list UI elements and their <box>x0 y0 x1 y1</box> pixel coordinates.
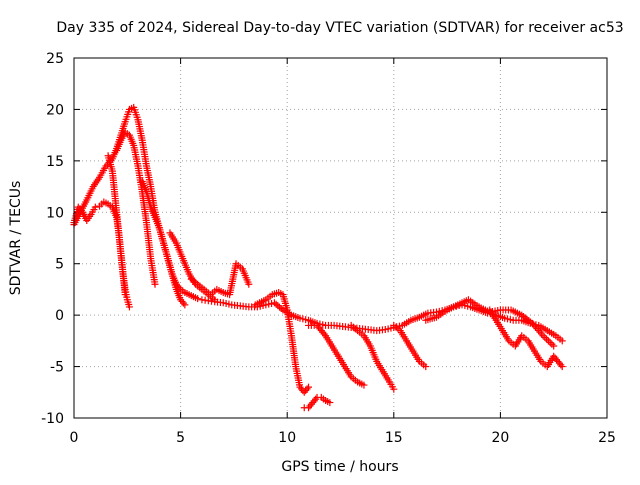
data-point <box>422 363 430 371</box>
data-point <box>77 207 85 215</box>
data-point <box>558 363 566 371</box>
data-point <box>390 385 398 393</box>
y-tick-label: -10 <box>41 411 64 427</box>
data-point <box>541 333 549 341</box>
data-point <box>312 395 320 403</box>
data-point <box>211 296 219 304</box>
x-tick-label: 10 <box>278 430 296 446</box>
x-tick-label: 15 <box>385 430 403 446</box>
y-tick-label: 25 <box>46 51 64 67</box>
data-point <box>277 305 285 313</box>
ticks-layer: 0 5 10 15 20 25 -10 -5 0 5 10 15 20 25 <box>41 51 616 446</box>
data-point <box>544 337 552 345</box>
y-tick-label: 15 <box>46 154 64 170</box>
data-point <box>550 342 558 350</box>
y-axis-label: SDTVAR / TECUs <box>8 181 24 296</box>
data-point <box>305 383 313 391</box>
data-point <box>303 385 311 393</box>
x-tick-label: 20 <box>491 430 509 446</box>
data-point <box>125 303 133 311</box>
y-tick-label: 20 <box>46 102 64 118</box>
data-point <box>360 381 368 389</box>
grid-layer <box>74 58 607 418</box>
data-point <box>558 337 566 345</box>
x-axis-label: GPS time / hours <box>281 459 398 475</box>
data-point <box>548 340 556 348</box>
data-point <box>151 280 159 288</box>
x-tick-label: 5 <box>176 430 185 446</box>
points-layer <box>70 103 566 412</box>
data-point <box>557 361 565 369</box>
y-tick-label: -5 <box>50 360 64 376</box>
data-point <box>326 399 334 407</box>
data-point <box>546 339 554 347</box>
data-point <box>181 301 189 309</box>
y-tick-label: 5 <box>55 257 64 273</box>
data-point <box>320 330 328 338</box>
x-tick-label: 25 <box>598 430 616 446</box>
data-point <box>543 335 551 343</box>
x-tick-label: 0 <box>70 430 79 446</box>
y-tick-label: 0 <box>55 308 64 324</box>
data-point <box>91 203 99 211</box>
plot-frame <box>73 57 608 419</box>
data-point <box>194 295 202 303</box>
data-point <box>179 299 187 307</box>
data-point <box>245 280 253 288</box>
y-tick-label: 10 <box>46 205 64 221</box>
chart-title: Day 335 of 2024, Sidereal Day-to-day VTE… <box>56 20 623 36</box>
